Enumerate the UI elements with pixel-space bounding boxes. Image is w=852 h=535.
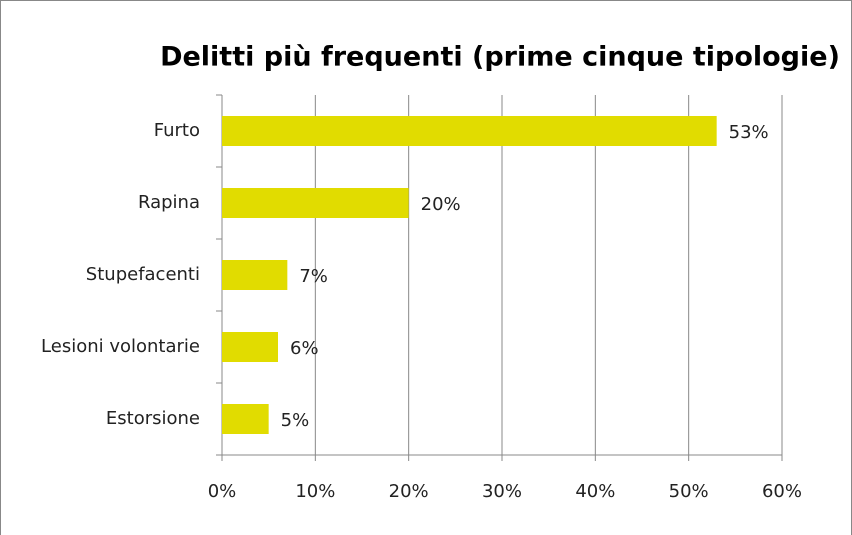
- bar: [222, 404, 269, 434]
- data-label: 6%: [290, 338, 319, 359]
- x-tick-label: 60%: [762, 481, 802, 502]
- x-tick-label: 50%: [669, 481, 709, 502]
- chart-title: Delitti più frequenti (prime cinque tipo…: [160, 42, 840, 73]
- x-tick-label: 40%: [575, 481, 615, 502]
- y-tick-label: Furto: [154, 120, 200, 141]
- data-label: 7%: [299, 266, 328, 287]
- y-tick-label: Lesioni volontarie: [41, 336, 200, 357]
- x-tick-label: 10%: [295, 481, 335, 502]
- data-label: 20%: [421, 194, 461, 215]
- bar: [222, 188, 409, 218]
- data-label: 53%: [729, 122, 769, 143]
- y-tick-label: Estorsione: [106, 408, 200, 429]
- y-tick-label: Stupefacenti: [86, 264, 200, 285]
- bar: [222, 332, 278, 362]
- y-tick-label: Rapina: [138, 192, 200, 213]
- x-tick-label: 0%: [208, 481, 237, 502]
- data-label: 5%: [281, 410, 310, 431]
- x-tick-label: 20%: [389, 481, 429, 502]
- x-tick-label: 30%: [482, 481, 522, 502]
- bar: [222, 116, 717, 146]
- bar: [222, 260, 288, 290]
